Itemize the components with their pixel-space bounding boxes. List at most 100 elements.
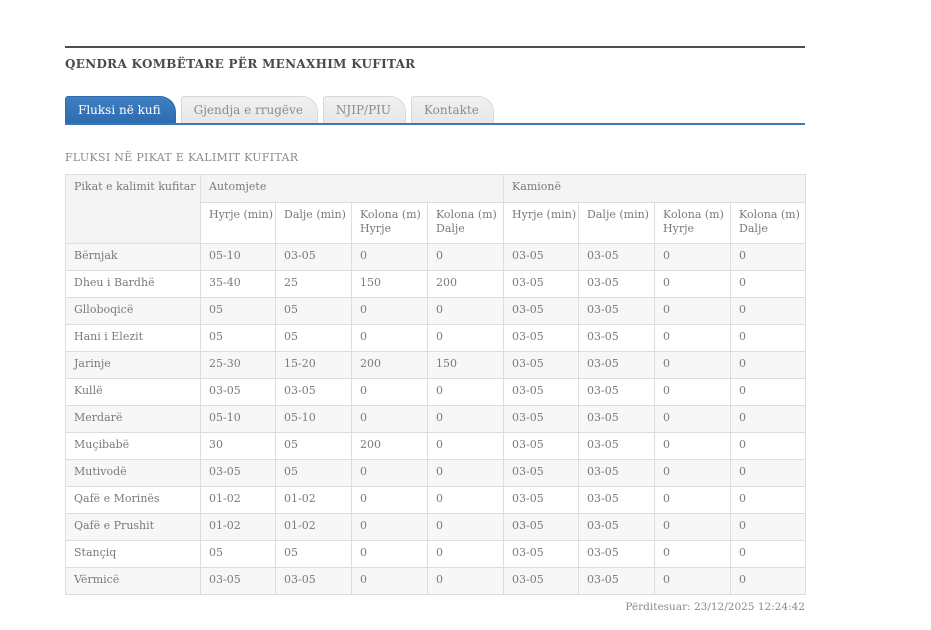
table-cell: 03-05 <box>578 243 656 271</box>
table-cell: 200 <box>426 270 505 298</box>
table-cell: 0 <box>654 567 732 595</box>
table-cell: 05 <box>275 540 352 568</box>
crossing-point-name: Stançiq <box>65 540 201 568</box>
table-cell: 0 <box>351 513 428 541</box>
sub-header-line2: Hyrje <box>360 222 391 235</box>
sub-header-kolona-dalje-kamione: Kolona (m) Dalje <box>730 202 807 244</box>
table-cell: 03-05 <box>503 567 580 595</box>
table-cell: 05 <box>200 297 276 325</box>
table-cell: 0 <box>654 459 732 487</box>
crossing-point-name: Jarinje <box>65 351 201 379</box>
table-cell: 0 <box>730 270 807 298</box>
crossing-point-name: Merdarë <box>65 405 201 433</box>
table-cell: 0 <box>351 567 428 595</box>
table-row: Merdarë 05-10 05-10 0 0 03-05 03-05 0 0 <box>65 405 807 433</box>
table-cell: 05 <box>275 459 352 487</box>
table-cell: 03-05 <box>578 486 656 514</box>
tab-kontakte[interactable]: Kontakte <box>411 96 494 123</box>
table-cell: 0 <box>351 243 428 271</box>
section-title: FLUKSI NË PIKAT E KALIMIT KUFITAR <box>65 151 299 164</box>
table-cell: 0 <box>351 378 428 406</box>
table-row: Stançiq 05 05 0 0 03-05 03-05 0 0 <box>65 540 807 568</box>
crossing-point-name: Hani i Elezit <box>65 324 201 352</box>
table-cell: 30 <box>200 432 276 460</box>
table-cell: 25 <box>275 270 352 298</box>
table-cell: 0 <box>426 405 505 433</box>
sub-header-kolona-hyrje-kamione: Kolona (m) Hyrje <box>654 202 732 244</box>
table-cell: 0 <box>730 486 807 514</box>
sub-header-line2: Hyrje <box>663 222 695 235</box>
table-row: Qafë e Prushit 01-02 01-02 0 0 03-05 03-… <box>65 513 807 541</box>
table-cell: 15-20 <box>275 351 352 379</box>
tab-fluksi-ne-kufi[interactable]: Fluksi në kufi <box>65 96 176 123</box>
table-cell: 03-05 <box>503 270 580 298</box>
tab-njip-piu[interactable]: NJIP/PIU <box>322 96 407 123</box>
table-cell: 0 <box>654 486 732 514</box>
table-body: Bërnjak 05-10 03-05 0 0 03-05 03-05 0 0 … <box>65 243 807 595</box>
table-cell: 03-05 <box>275 567 352 595</box>
table-cell: 150 <box>351 270 428 298</box>
sub-header-line1: Dalje (min) <box>284 208 346 221</box>
table-cell: 0 <box>426 459 505 487</box>
sub-header-line1: Kolona (m) <box>663 208 724 221</box>
border-flow-table: Pikat e kalimit kufitar Automjete Kamion… <box>65 174 807 595</box>
table-cell: 0 <box>351 486 428 514</box>
table-cell: 03-05 <box>578 270 656 298</box>
table-cell: 03-05 <box>503 243 580 271</box>
sub-header-kolona-dalje-automjete: Kolona (m) Dalje <box>426 202 505 244</box>
table-cell: 0 <box>730 351 807 379</box>
table-cell: 0 <box>730 432 807 460</box>
table-cell: 05 <box>275 324 352 352</box>
table-cell: 03-05 <box>503 324 580 352</box>
table-cell: 01-02 <box>200 486 276 514</box>
table-cell: 0 <box>426 486 505 514</box>
table-cell: 35-40 <box>200 270 276 298</box>
sub-header-dalje-kamione: Dalje (min) <box>578 202 656 244</box>
table-cell: 03-05 <box>200 378 276 406</box>
table-cell: 03-05 <box>578 432 656 460</box>
table-cell: 01-02 <box>275 513 352 541</box>
table-cell: 03-05 <box>275 243 352 271</box>
table-cell: 0 <box>730 567 807 595</box>
table-cell: 25-30 <box>200 351 276 379</box>
top-divider <box>65 46 805 48</box>
table-cell: 0 <box>654 324 732 352</box>
crossing-point-name: Kullë <box>65 378 201 406</box>
table-cell: 05 <box>275 432 352 460</box>
table-cell: 0 <box>654 540 732 568</box>
sub-header-line1: Kolona (m) <box>739 208 800 221</box>
table-cell: 03-05 <box>578 351 656 379</box>
table-cell: 0 <box>654 405 732 433</box>
crossing-point-name: Muçibabë <box>65 432 201 460</box>
sub-header-hyrje-automjete: Hyrje (min) <box>200 202 276 244</box>
table-row: Jarinje 25-30 15-20 200 150 03-05 03-05 … <box>65 351 807 379</box>
table-cell: 01-02 <box>200 513 276 541</box>
crossing-point-name: Glloboqicë <box>65 297 201 325</box>
sub-header-dalje-automjete: Dalje (min) <box>275 202 352 244</box>
table-cell: 0 <box>654 243 732 271</box>
table-cell: 0 <box>351 405 428 433</box>
table-cell: 0 <box>730 243 807 271</box>
table-cell: 03-05 <box>503 405 580 433</box>
table-cell: 0 <box>730 540 807 568</box>
table-cell: 03-05 <box>200 567 276 595</box>
page-title: QENDRA KOMBËTARE PËR MENAXHIM KUFITAR <box>65 57 416 71</box>
table-cell: 03-05 <box>275 378 352 406</box>
table-cell: 03-05 <box>578 459 656 487</box>
table-cell: 0 <box>351 459 428 487</box>
updated-timestamp: Përditesuar: 23/12/2025 12:24:42 <box>625 601 805 613</box>
table-cell: 0 <box>426 540 505 568</box>
table-row: Hani i Elezit 05 05 0 0 03-05 03-05 0 0 <box>65 324 807 352</box>
table-cell: 0 <box>654 351 732 379</box>
table-cell: 0 <box>654 270 732 298</box>
table-cell: 05 <box>200 540 276 568</box>
group-header-row: Pikat e kalimit kufitar Automjete Kamion… <box>65 174 807 244</box>
tab-gjendja-e-rrugeve[interactable]: Gjendja e rrugëve <box>180 96 318 123</box>
table-cell: 0 <box>654 432 732 460</box>
table-cell: 03-05 <box>503 513 580 541</box>
table-cell: 03-05 <box>578 297 656 325</box>
table-cell: 03-05 <box>503 378 580 406</box>
sub-header-line1: Hyrje (min) <box>512 208 577 221</box>
table-cell: 200 <box>351 351 428 379</box>
table-cell: 0 <box>351 324 428 352</box>
